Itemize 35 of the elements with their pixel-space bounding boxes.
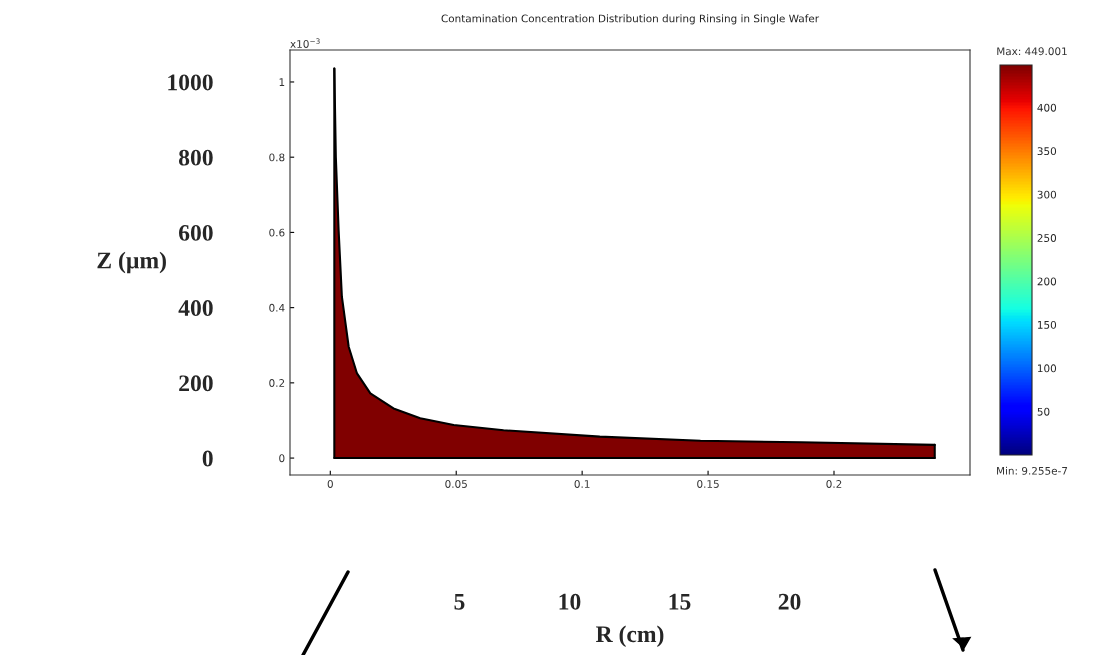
x-tick-label: 0.15: [697, 480, 719, 488]
color-bar-label: 100: [1038, 364, 1057, 373]
chart-title: Contamination Concentration Distribution during Rinsing in Single Wafer: [441, 14, 820, 25]
x2-axis-title: R (cm): [595, 625, 664, 647]
x-tick-label: 0.05: [445, 480, 467, 488]
x2-tick-label: 20: [778, 593, 801, 610]
color-bar-label: 250: [1037, 234, 1057, 242]
y2-tick-label: 400: [178, 300, 213, 317]
y-tick-label: 1: [279, 78, 285, 86]
text: Max: 449.001: [997, 47, 1067, 56]
text: Min: 9.255e-7: [997, 466, 1068, 475]
color-bar-label: 350: [1037, 147, 1057, 156]
y2-tick-label: 600: [179, 224, 213, 241]
y-tick-label: 0: [279, 454, 285, 463]
y2-tick-label: 0: [202, 450, 213, 467]
y2-tick-label: 1000: [168, 74, 213, 91]
y2-tick-label: 800: [178, 149, 213, 166]
color-bar-label: 400: [1037, 103, 1057, 112]
x-tick-label: 0: [327, 480, 333, 488]
x2-tick-label: 15: [669, 593, 691, 610]
y-tick-label: 0.2: [269, 379, 285, 387]
y2-axis-title: Z (µm): [97, 251, 166, 274]
x2-tick-label: 5: [454, 593, 465, 610]
color-bar-label: 200: [1037, 277, 1057, 286]
y-tick-label: 0.4: [269, 303, 285, 312]
y-tick-label: 0.8: [269, 153, 285, 162]
color-bar-label: 50: [1037, 407, 1050, 416]
color-bar-label: 150: [1038, 320, 1057, 329]
x-tick-label: 0.2: [826, 480, 842, 488]
y2-tick-label: 200: [179, 375, 213, 392]
color-bar-label: 300: [1037, 190, 1057, 199]
x2-tick-label: 10: [559, 593, 581, 610]
y-axis-title: x10$^{−3}$: [290, 38, 320, 48]
y-tick-label: 0.6: [269, 228, 285, 237]
x-tick-label: 0.1: [574, 480, 590, 488]
